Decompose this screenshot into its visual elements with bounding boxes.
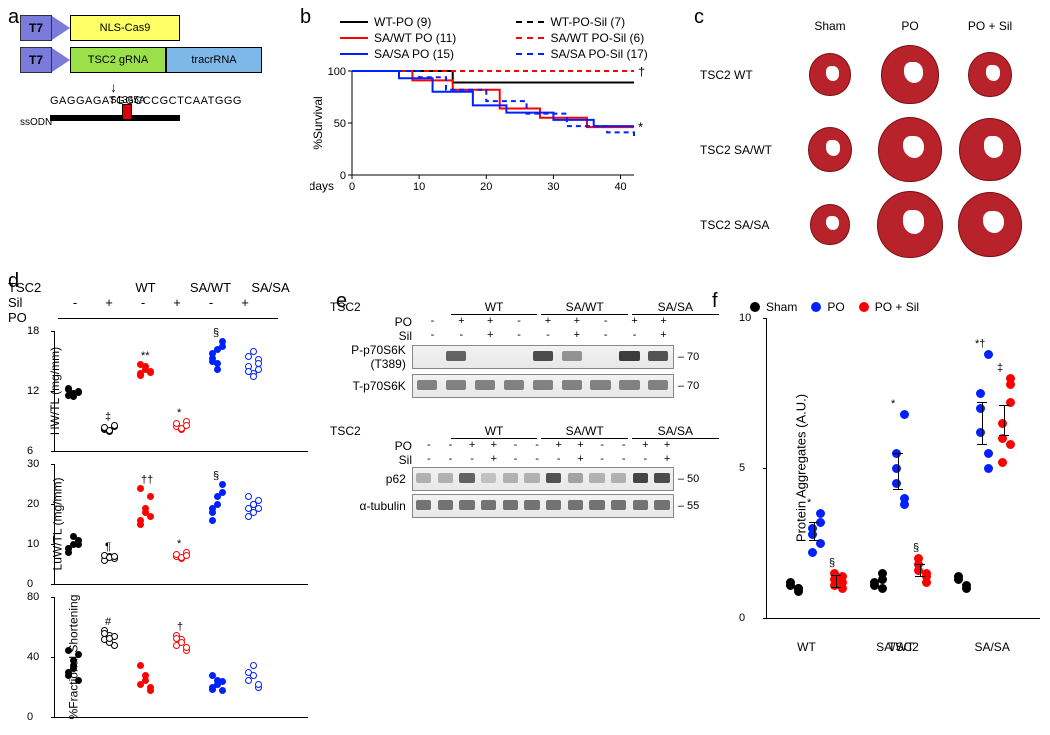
svg-text:days: days <box>310 179 334 193</box>
svg-text:40: 40 <box>614 181 626 193</box>
svg-text:10: 10 <box>413 181 425 193</box>
panel-b-survival: WT-PO (9)WT-PO-Sil (7)SA/WT PO (11)SA/WT… <box>310 15 680 225</box>
guide-sequence: GAGGAGATGGCCCGCTCAATGGG <box>50 95 280 107</box>
panel-e-blots: TSC2WTSA/WTSA/SAPO-++-++-++Sil--+--+--+P… <box>330 300 700 700</box>
svg-text:50: 50 <box>334 118 346 130</box>
down-arrow-icon: ↓ <box>110 79 280 95</box>
panel-c-hearts: ShamPOPO + SilTSC2 WTTSC2 SA/WTTSC2 SA/S… <box>700 15 1040 275</box>
arrow-icon <box>52 16 70 40</box>
t7-promoter: T7 <box>20 15 52 41</box>
survival-legend: WT-PO (9)WT-PO-Sil (7)SA/WT PO (11)SA/WT… <box>340 15 680 61</box>
arrow-icon <box>52 48 70 72</box>
svg-text:†: † <box>638 67 645 79</box>
panel-d-charts: TSC2WTSA/WTSA/SASil-+-+-+PO HW/TL (mg/mm… <box>8 280 308 720</box>
ssodn-label: ssODN <box>20 117 52 128</box>
svg-text:0: 0 <box>340 170 346 182</box>
f-ylabel: Protein Aggregates (A.U.) <box>794 394 809 542</box>
survival-chart: 0 50 100 0 10 20 30 40 %Survival days † * <box>310 67 650 197</box>
svg-text:*: * <box>638 119 643 134</box>
svg-text:%Survival: %Survival <box>311 96 325 149</box>
aggregates-legend: ShamPOPO + Sil <box>750 300 1040 314</box>
svg-text:0: 0 <box>349 181 355 193</box>
svg-text:20: 20 <box>480 181 492 193</box>
aggregates-chart: Protein Aggregates (A.U.) 0510*§*§*†‡WTS… <box>766 318 1040 619</box>
svg-text:30: 30 <box>547 181 559 193</box>
t7-promoter: T7 <box>20 47 52 73</box>
cas9-box: NLS-Cas9 <box>70 15 180 41</box>
panel-a-diagram: T7 NLS-Cas9 T7 TSC2 gRNA tracrRNA ↓ GAGG… <box>20 15 280 195</box>
tracr-box: tracrRNA <box>166 47 262 73</box>
mutation-mark <box>122 104 132 120</box>
panel-label-a: a <box>8 6 19 29</box>
svg-text:100: 100 <box>328 67 346 78</box>
panel-f-aggregates: ShamPOPO + Sil Protein Aggregates (A.U.)… <box>720 300 1040 700</box>
grna-box: TSC2 gRNA <box>70 47 166 73</box>
